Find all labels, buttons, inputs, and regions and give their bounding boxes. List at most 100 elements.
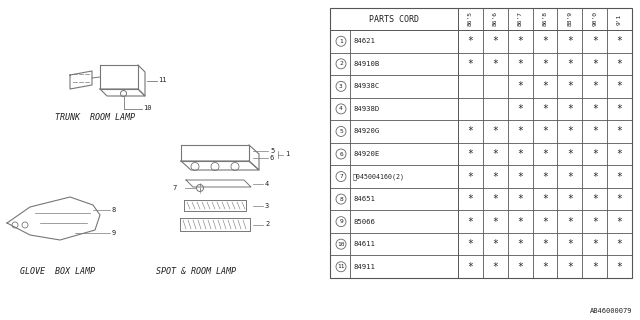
Text: *: * (542, 262, 548, 272)
Text: TRUNK  ROOM LAMP: TRUNK ROOM LAMP (55, 114, 135, 123)
Text: *: * (616, 262, 623, 272)
Text: *: * (492, 217, 498, 227)
Text: 1: 1 (339, 39, 343, 44)
Text: 88'9: 88'9 (567, 12, 572, 27)
Text: *: * (616, 81, 623, 92)
Text: AB46000079: AB46000079 (589, 308, 632, 314)
Text: 9'1: 9'1 (617, 13, 622, 25)
Text: *: * (616, 239, 623, 249)
Text: *: * (492, 36, 498, 46)
Text: 84911: 84911 (353, 264, 375, 270)
Text: 5: 5 (270, 148, 275, 154)
Text: *: * (492, 194, 498, 204)
Text: *: * (492, 262, 498, 272)
Text: *: * (467, 194, 474, 204)
Text: *: * (616, 59, 623, 69)
Text: 4: 4 (265, 180, 269, 187)
Text: 1: 1 (285, 151, 289, 157)
Text: *: * (517, 126, 523, 136)
Text: 84920E: 84920E (353, 151, 380, 157)
Text: *: * (592, 149, 598, 159)
Text: 84938D: 84938D (353, 106, 380, 112)
Text: *: * (592, 36, 598, 46)
Text: *: * (517, 239, 523, 249)
Text: 86'7: 86'7 (518, 12, 523, 27)
Text: *: * (592, 104, 598, 114)
Text: *: * (616, 194, 623, 204)
Text: *: * (567, 172, 573, 181)
Text: 84611: 84611 (353, 241, 375, 247)
Text: *: * (542, 239, 548, 249)
Text: *: * (542, 126, 548, 136)
Text: *: * (517, 149, 523, 159)
Text: *: * (567, 239, 573, 249)
Text: 84651: 84651 (353, 196, 375, 202)
Text: Ⓢ045004160(2): Ⓢ045004160(2) (353, 173, 405, 180)
Text: 2: 2 (265, 221, 269, 228)
Text: *: * (492, 172, 498, 181)
Text: 11: 11 (158, 77, 166, 84)
Text: *: * (492, 126, 498, 136)
Text: *: * (467, 217, 474, 227)
Text: *: * (517, 59, 523, 69)
Text: 11: 11 (337, 264, 345, 269)
Text: 8: 8 (339, 196, 343, 202)
Text: 86'5: 86'5 (468, 12, 473, 27)
Text: *: * (592, 239, 598, 249)
Text: *: * (592, 172, 598, 181)
Text: *: * (542, 194, 548, 204)
Text: 7: 7 (339, 174, 343, 179)
Text: *: * (542, 104, 548, 114)
Text: *: * (567, 126, 573, 136)
Text: 4: 4 (339, 107, 343, 111)
Text: *: * (616, 149, 623, 159)
Text: 84920G: 84920G (353, 128, 380, 134)
Text: *: * (567, 262, 573, 272)
Text: *: * (542, 59, 548, 69)
Text: *: * (517, 36, 523, 46)
Text: *: * (492, 149, 498, 159)
Text: 9: 9 (339, 219, 343, 224)
Text: 90'0: 90'0 (592, 12, 597, 27)
Text: *: * (517, 262, 523, 272)
Text: *: * (467, 126, 474, 136)
Text: *: * (616, 36, 623, 46)
Text: 3: 3 (265, 203, 269, 209)
Text: 5: 5 (339, 129, 343, 134)
Text: 9: 9 (112, 230, 116, 236)
Text: *: * (517, 172, 523, 181)
Text: 84938C: 84938C (353, 84, 380, 89)
Text: 84621: 84621 (353, 38, 375, 44)
Text: *: * (567, 104, 573, 114)
Text: 86'6: 86'6 (493, 12, 498, 27)
Text: *: * (567, 59, 573, 69)
Text: 86'8: 86'8 (543, 12, 547, 27)
Text: 10: 10 (337, 242, 345, 247)
Text: *: * (517, 217, 523, 227)
Text: 10: 10 (143, 106, 152, 111)
Text: 85066: 85066 (353, 219, 375, 225)
Text: *: * (467, 262, 474, 272)
Text: *: * (592, 194, 598, 204)
Text: *: * (517, 104, 523, 114)
Text: 2: 2 (339, 61, 343, 66)
Text: *: * (492, 239, 498, 249)
Text: *: * (616, 172, 623, 181)
Text: *: * (592, 59, 598, 69)
Bar (330, 8, 632, 278)
Text: *: * (542, 36, 548, 46)
Text: 8: 8 (112, 207, 116, 213)
Text: *: * (592, 262, 598, 272)
Text: 6: 6 (270, 155, 275, 161)
Text: *: * (467, 36, 474, 46)
Text: *: * (542, 149, 548, 159)
Text: PARTS CORD: PARTS CORD (369, 14, 419, 23)
Text: *: * (467, 149, 474, 159)
Text: 7: 7 (172, 185, 176, 191)
Text: *: * (616, 104, 623, 114)
Text: *: * (592, 217, 598, 227)
Text: 3: 3 (339, 84, 343, 89)
Text: 6: 6 (339, 151, 343, 156)
Text: GLOVE  BOX LAMP: GLOVE BOX LAMP (20, 268, 95, 276)
Text: *: * (616, 126, 623, 136)
